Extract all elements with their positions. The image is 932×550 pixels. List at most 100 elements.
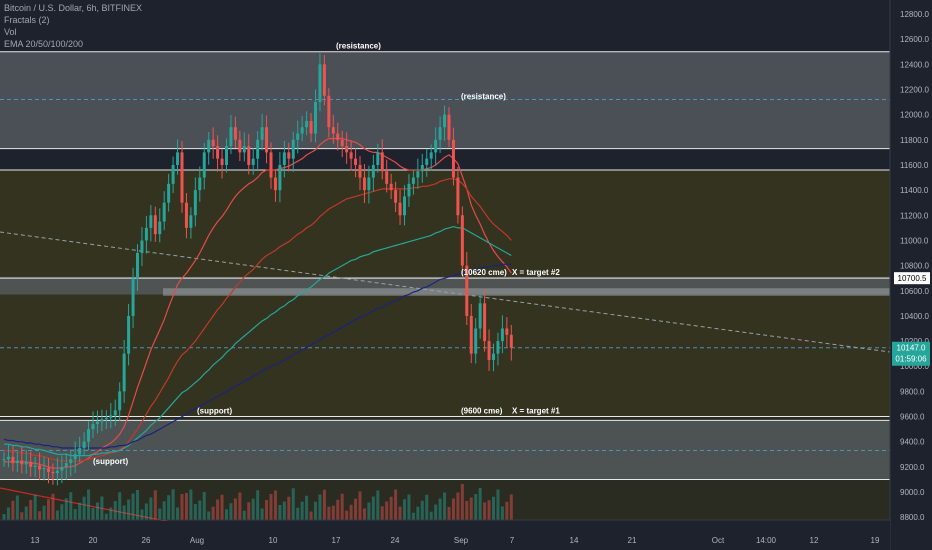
volume-bar [488,500,491,520]
candle-body [225,146,228,165]
candle-body [327,96,330,127]
candle-body [172,165,175,184]
volume-bar [367,503,370,521]
candle-body [399,203,402,216]
volume-bar [274,491,277,521]
volume-bar [127,500,130,521]
volume-bar [189,490,192,521]
candle-body [341,140,344,146]
candle-body [456,178,459,216]
x-tick-label: 17 [332,536,341,545]
volume-bar [416,507,419,520]
y-tick-label: 11200.0 [900,211,929,220]
y-tick-label: 10600.0 [900,287,929,296]
volume-bar [74,509,77,520]
volume-bar [399,507,402,521]
x-tick-label: 20 [89,536,98,545]
volume-bar [421,501,424,520]
y-tick-label: 11600.0 [900,161,929,170]
volume-bar [221,495,224,520]
volume-bar [140,510,143,521]
y-tick-label: 9200.0 [900,463,925,472]
volume-bar [56,511,59,521]
volume-bar [149,498,152,521]
candle-body [412,178,415,184]
volume-bar [132,494,135,521]
volume-bar [479,488,482,520]
candle-body [354,159,357,165]
volume-bar [87,490,90,521]
candle-body [105,418,108,419]
candle-body [51,472,54,473]
candle-body [318,64,321,102]
candle-body [16,461,19,464]
volume-bar [278,505,281,520]
x-tick-label: Aug [190,536,204,545]
candle-body [3,459,6,460]
volume-bar [16,496,19,521]
volume-bar [43,506,46,520]
candle-body [496,341,499,354]
candle-body [296,134,299,140]
volume-bar [501,507,504,521]
y-tick-label: 11800.0 [900,136,929,145]
volume-bar [434,505,437,521]
volume-bar [452,499,455,521]
volume-bar [341,494,344,520]
volume-bar [310,512,313,521]
candle-body [43,468,46,469]
last-price-tag: 10147.0 [897,344,926,353]
candle-body [492,354,495,360]
y-tick-label: 9600.0 [900,413,925,422]
candle-body [448,115,451,140]
volume-bar [136,490,139,520]
candle-body [256,140,259,159]
annotation-label: X = target #2 [512,268,560,277]
candle-body [221,159,224,165]
volume-bar [412,513,415,520]
candle-body [229,127,232,146]
volume-bar [29,500,32,520]
candle-body [376,152,379,165]
volume-bar [425,495,428,520]
volume-bar [92,508,95,520]
cme-gap-box [163,288,890,296]
candle-body [430,152,433,158]
x-tick-label: 14 [570,536,579,545]
volume-bar [3,514,6,520]
candle-body [238,140,241,153]
candle-body [189,215,192,228]
volume-bar [25,507,28,521]
candle-body [87,429,90,442]
candle-body [461,215,464,265]
candle-body [47,468,50,472]
volume-bar [78,503,81,520]
candle-body [149,215,152,228]
volume-bar [314,502,317,520]
y-tick-label: 12600.0 [900,35,929,44]
chart-info-panel: Bitcoin / U.S. Dollar, 6h, BITFINEX Frac… [4,2,142,50]
volume-bar [376,491,379,521]
volume-bar [448,507,451,520]
volume-bar [172,489,175,520]
volume-bar [407,495,410,521]
volume-bar [203,492,206,520]
volume-bar [390,497,393,520]
volume-bar [305,496,308,520]
y-tick-label: 12200.0 [900,85,929,94]
candle-body [278,165,281,190]
candle-body [100,419,103,422]
volume-bar [510,494,513,520]
y-tick-label: 11000.0 [900,236,929,245]
symbol-title: Bitcoin / U.S. Dollar, 6h, BITFINEX [4,2,142,14]
candle-body [60,467,63,471]
candle-body [314,102,317,133]
candle-body [359,165,362,178]
candle-body [176,152,179,165]
volume-bar [20,512,23,520]
volume-bar [105,514,108,520]
volume-bar [176,508,179,521]
volume-bar [372,497,375,521]
candle-body [118,391,121,410]
